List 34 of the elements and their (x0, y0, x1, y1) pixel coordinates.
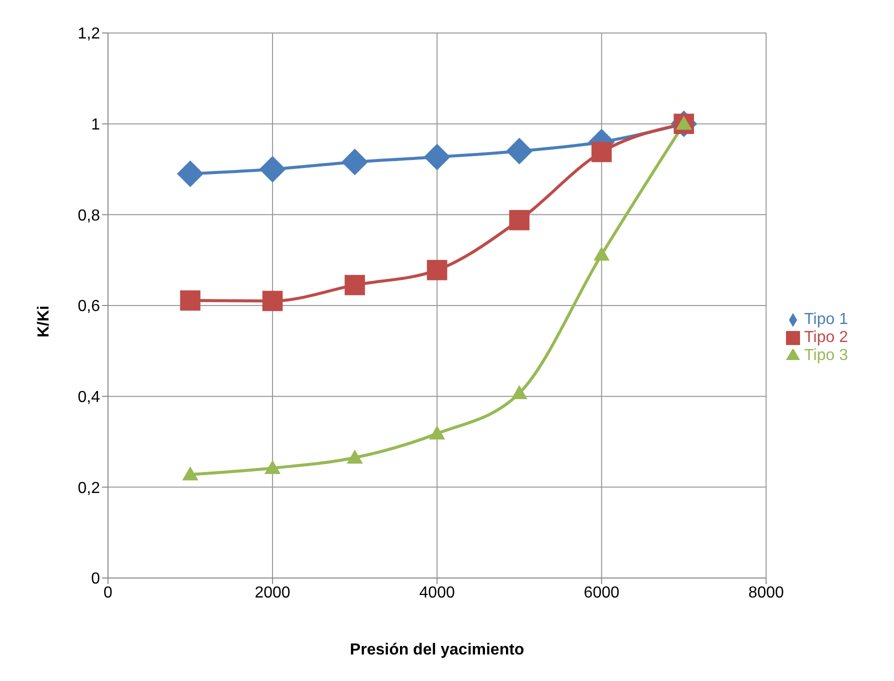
y-tick-label: 1,2 (78, 26, 100, 43)
point (182, 466, 198, 480)
point (344, 274, 365, 296)
point (511, 385, 528, 400)
y-tick-label: 0,6 (78, 298, 100, 316)
y-tick-label: 0,8 (78, 207, 100, 224)
point (262, 290, 283, 312)
legend-label: Tipo 1 (804, 311, 848, 328)
point (259, 156, 286, 183)
x-tick-label: 4000 (419, 584, 455, 602)
x-tick-label: 0 (104, 584, 113, 602)
point (429, 426, 446, 440)
x-tick-label: 2000 (254, 584, 290, 602)
legend-label: Tipo 2 (804, 329, 848, 346)
x-axis-title: Presión del yacimiento (350, 641, 524, 658)
point (509, 210, 530, 230)
point (341, 148, 368, 176)
x-tick-label: 8000 (748, 584, 784, 602)
point (180, 290, 200, 311)
point (176, 160, 204, 188)
x-tick-label: 6000 (584, 584, 620, 602)
point (594, 246, 610, 261)
legend-label: Tipo 3 (804, 347, 848, 364)
point (424, 144, 450, 170)
point (591, 142, 612, 162)
y-tick-label: 1 (91, 116, 100, 134)
y-tick-label: 0 (91, 570, 100, 588)
point (426, 260, 448, 280)
y-tick-label: 0,2 (78, 480, 100, 497)
y-tick-label: 0,4 (78, 389, 100, 406)
point (264, 460, 281, 474)
point (346, 450, 363, 464)
y-axis-title: K/Ki (36, 306, 53, 338)
point (506, 138, 533, 164)
